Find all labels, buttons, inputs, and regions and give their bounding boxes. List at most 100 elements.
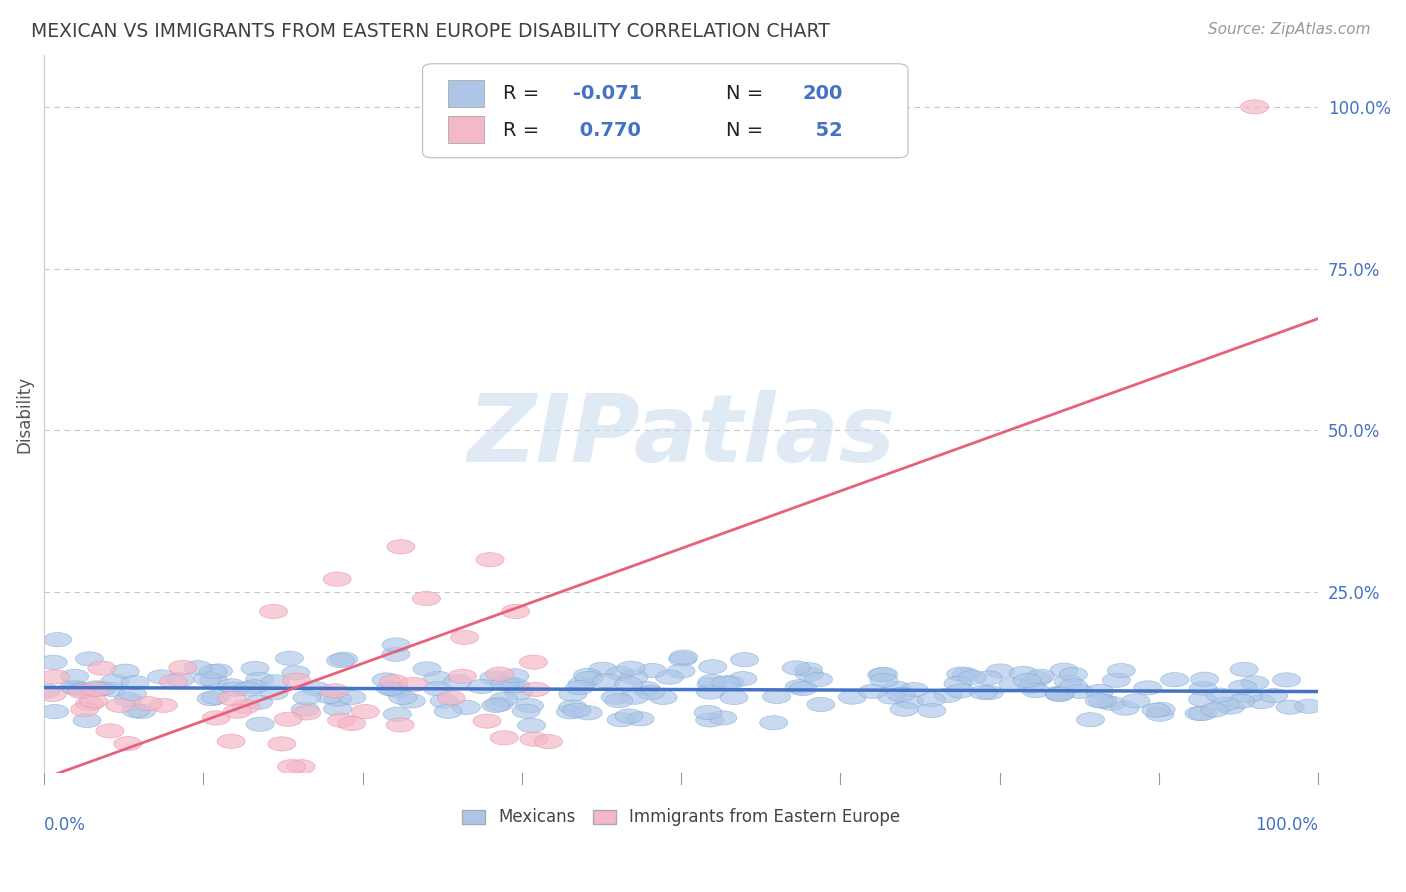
Ellipse shape — [614, 709, 643, 723]
Ellipse shape — [620, 690, 648, 705]
Ellipse shape — [67, 684, 96, 698]
Ellipse shape — [496, 677, 524, 691]
Ellipse shape — [323, 702, 352, 716]
Ellipse shape — [166, 673, 194, 687]
Ellipse shape — [262, 674, 290, 689]
Ellipse shape — [472, 714, 501, 728]
Ellipse shape — [148, 670, 176, 684]
Ellipse shape — [762, 690, 790, 704]
Ellipse shape — [292, 690, 321, 705]
Ellipse shape — [240, 680, 269, 694]
Ellipse shape — [430, 694, 458, 708]
Ellipse shape — [558, 687, 586, 701]
Text: 200: 200 — [803, 84, 842, 103]
Ellipse shape — [73, 714, 101, 728]
Ellipse shape — [87, 661, 115, 675]
Ellipse shape — [1026, 669, 1054, 683]
Ellipse shape — [934, 689, 962, 702]
Ellipse shape — [1054, 674, 1083, 689]
Ellipse shape — [337, 716, 366, 731]
Ellipse shape — [1022, 683, 1050, 698]
Ellipse shape — [387, 540, 415, 554]
Ellipse shape — [1211, 697, 1239, 711]
Ellipse shape — [943, 676, 972, 690]
Ellipse shape — [534, 734, 562, 748]
Ellipse shape — [337, 690, 366, 705]
FancyBboxPatch shape — [423, 63, 908, 158]
Text: R =: R = — [503, 84, 546, 103]
Ellipse shape — [32, 684, 60, 698]
Ellipse shape — [149, 698, 177, 713]
Ellipse shape — [614, 677, 643, 691]
Ellipse shape — [794, 663, 823, 677]
Ellipse shape — [1018, 679, 1046, 693]
Ellipse shape — [669, 650, 697, 665]
Ellipse shape — [389, 690, 416, 705]
Ellipse shape — [1000, 678, 1028, 692]
Ellipse shape — [118, 687, 146, 701]
Ellipse shape — [41, 670, 69, 684]
Ellipse shape — [198, 665, 226, 679]
Ellipse shape — [1014, 673, 1040, 688]
Ellipse shape — [485, 667, 513, 681]
Ellipse shape — [575, 672, 603, 686]
Ellipse shape — [184, 661, 212, 675]
Ellipse shape — [201, 690, 229, 705]
Ellipse shape — [197, 691, 225, 706]
Ellipse shape — [477, 553, 505, 566]
Ellipse shape — [1216, 700, 1244, 714]
Ellipse shape — [453, 700, 481, 714]
Ellipse shape — [1188, 692, 1216, 706]
Ellipse shape — [697, 677, 725, 691]
Ellipse shape — [1277, 700, 1305, 714]
Ellipse shape — [868, 668, 896, 682]
Ellipse shape — [489, 692, 517, 706]
Ellipse shape — [218, 679, 246, 693]
Ellipse shape — [485, 698, 513, 712]
Ellipse shape — [716, 675, 744, 690]
Ellipse shape — [519, 655, 547, 669]
Ellipse shape — [382, 648, 411, 661]
Ellipse shape — [323, 572, 352, 586]
Ellipse shape — [82, 682, 110, 697]
Ellipse shape — [122, 704, 150, 718]
Ellipse shape — [1066, 684, 1094, 698]
Ellipse shape — [1295, 699, 1323, 714]
Ellipse shape — [574, 668, 602, 682]
Ellipse shape — [60, 669, 89, 683]
Ellipse shape — [638, 664, 666, 678]
Ellipse shape — [159, 674, 187, 689]
Ellipse shape — [491, 677, 519, 691]
Ellipse shape — [194, 672, 221, 686]
Ellipse shape — [1146, 707, 1174, 722]
Ellipse shape — [1240, 676, 1268, 690]
Ellipse shape — [387, 718, 415, 732]
Ellipse shape — [838, 690, 866, 705]
Ellipse shape — [326, 654, 354, 667]
Ellipse shape — [69, 683, 97, 697]
Ellipse shape — [1122, 694, 1150, 708]
Ellipse shape — [1230, 662, 1258, 676]
Ellipse shape — [589, 662, 617, 676]
Ellipse shape — [804, 673, 832, 687]
Ellipse shape — [323, 692, 352, 706]
Ellipse shape — [1060, 679, 1087, 693]
Ellipse shape — [696, 713, 724, 727]
Ellipse shape — [292, 706, 321, 720]
Ellipse shape — [399, 677, 427, 691]
Ellipse shape — [520, 732, 548, 747]
Ellipse shape — [87, 681, 115, 696]
Ellipse shape — [1046, 688, 1074, 702]
Ellipse shape — [283, 673, 311, 687]
Ellipse shape — [1085, 684, 1114, 698]
Ellipse shape — [1234, 689, 1263, 703]
Ellipse shape — [41, 705, 69, 719]
Ellipse shape — [128, 705, 155, 719]
Ellipse shape — [321, 683, 349, 698]
Ellipse shape — [1206, 688, 1233, 702]
Ellipse shape — [80, 694, 108, 708]
Ellipse shape — [287, 760, 315, 774]
Ellipse shape — [121, 675, 149, 690]
Ellipse shape — [434, 704, 463, 718]
Ellipse shape — [883, 681, 911, 696]
